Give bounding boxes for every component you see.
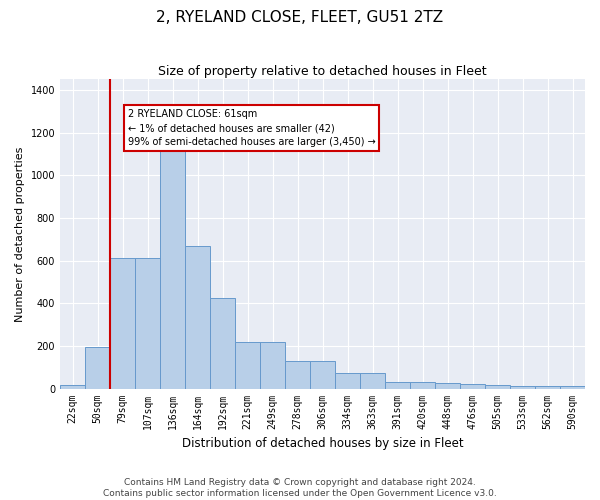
Bar [185, 246, 210, 388]
Bar [110, 258, 135, 388]
Bar [560, 386, 585, 388]
Bar [335, 372, 360, 388]
X-axis label: Distribution of detached houses by size in Fleet: Distribution of detached houses by size … [182, 437, 463, 450]
Title: Size of property relative to detached houses in Fleet: Size of property relative to detached ho… [158, 65, 487, 78]
Bar [460, 384, 485, 388]
Text: Contains HM Land Registry data © Crown copyright and database right 2024.
Contai: Contains HM Land Registry data © Crown c… [103, 478, 497, 498]
Text: 2, RYELAND CLOSE, FLEET, GU51 2TZ: 2, RYELAND CLOSE, FLEET, GU51 2TZ [157, 10, 443, 25]
Bar [535, 386, 560, 388]
Bar [135, 258, 160, 388]
Bar [60, 386, 85, 388]
Bar [360, 372, 385, 388]
Bar [285, 361, 310, 388]
Bar [235, 342, 260, 388]
Bar [485, 386, 510, 388]
Bar [310, 361, 335, 388]
Bar [385, 382, 410, 388]
Bar [410, 382, 435, 388]
Bar [435, 383, 460, 388]
Text: 2 RYELAND CLOSE: 61sqm
← 1% of detached houses are smaller (42)
99% of semi-deta: 2 RYELAND CLOSE: 61sqm ← 1% of detached … [128, 109, 375, 147]
Bar [160, 150, 185, 388]
Bar [210, 298, 235, 388]
Bar [260, 342, 285, 388]
Y-axis label: Number of detached properties: Number of detached properties [15, 146, 25, 322]
Bar [85, 347, 110, 389]
Bar [510, 386, 535, 388]
